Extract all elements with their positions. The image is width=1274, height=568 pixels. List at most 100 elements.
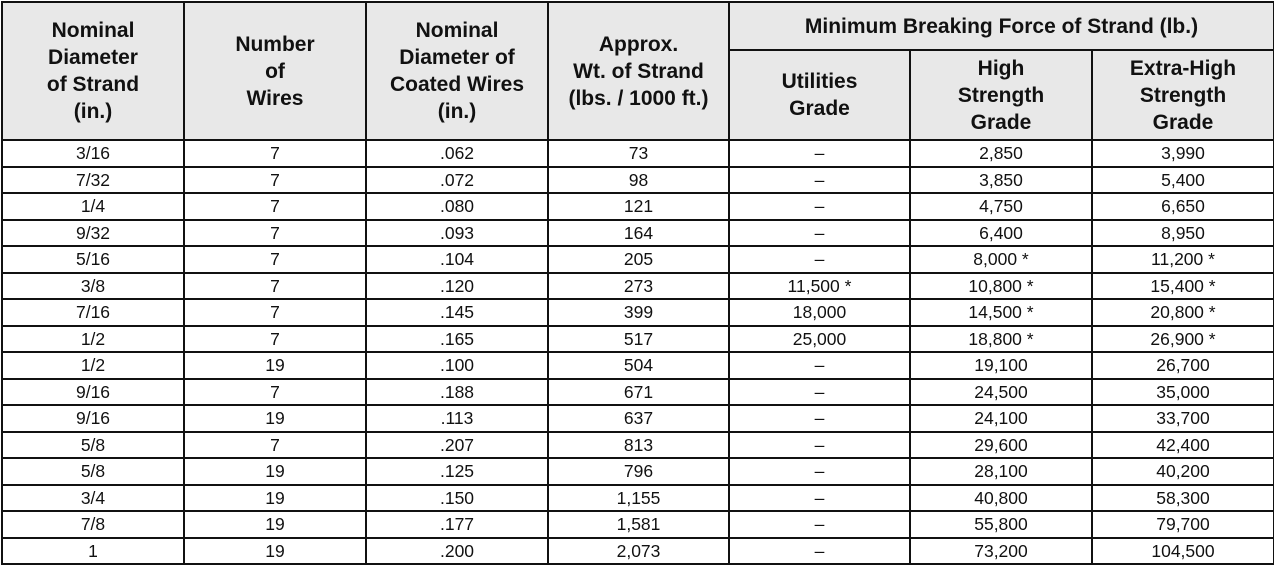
cell: 11,200 * — [1091, 245, 1274, 274]
cell: 14,500 * — [909, 298, 1093, 327]
cell: 1/2 — [1, 351, 185, 380]
data-row: 3/16 7.062 73–2,850 3,990 — [1, 139, 1274, 168]
cell: 5/8 — [1, 457, 185, 486]
cell: 813 — [547, 430, 730, 459]
cell: .145 — [365, 298, 549, 327]
cell: 20,800 * — [1091, 298, 1274, 327]
cell: 58,300 — [1091, 483, 1274, 512]
data-row: 1 19.200 2,073–73,200 104,500 — [1, 536, 1274, 565]
cell: 1/2 — [1, 324, 185, 353]
cell: 2,850 — [909, 139, 1093, 168]
cell: 19 — [183, 483, 367, 512]
cell: 6,650 — [1091, 192, 1274, 221]
cell: 25,000 — [728, 324, 911, 353]
cell: 19 — [183, 457, 367, 486]
cell: 73,200 — [909, 536, 1093, 565]
cell: 7 — [183, 245, 367, 274]
cell: – — [728, 165, 911, 194]
cell: 205 — [547, 245, 730, 274]
cell: 3/16 — [1, 139, 185, 168]
data-row: 9/16 19.113 637–24,100 33,700 — [1, 404, 1274, 433]
cell: 104,500 — [1091, 536, 1274, 565]
cell: – — [728, 457, 911, 486]
data-row: 3/8 7.120 273 11,500 * 10,800 * 15,400 * — [1, 271, 1274, 300]
cell: – — [728, 430, 911, 459]
cell: 7 — [183, 165, 367, 194]
cell: – — [728, 139, 911, 168]
cell: 7 — [183, 218, 367, 247]
cell: – — [728, 510, 911, 539]
cell: 98 — [547, 165, 730, 194]
cell: – — [728, 192, 911, 221]
header-row: Utilities Grade High Strength Grade Extra-… — [2, 49, 1274, 141]
cell: 5/16 — [1, 245, 185, 274]
data-row: 3/4 19.150 1,155–40,800 58,300 — [1, 483, 1274, 512]
cell: .200 — [365, 536, 549, 565]
column-header: High Strength Grade — [909, 49, 1093, 141]
cell: 671 — [547, 377, 730, 406]
cell: 637 — [547, 404, 730, 433]
cell: .165 — [365, 324, 549, 353]
column-header: Extra-High Strength Grade — [1091, 49, 1274, 141]
cell: 42,400 — [1091, 430, 1274, 459]
data-row: 7/32 7.072 98–3,850 5,400 — [1, 165, 1274, 194]
data-row: 7/8 19.177 1,581–55,800 79,700 — [1, 510, 1274, 539]
cell: 18,000 — [728, 298, 911, 327]
cell: 3/4 — [1, 483, 185, 512]
cell: – — [728, 377, 911, 406]
header-row: Nominal Diameter of Strand (in.) Number o… — [1, 1, 1274, 141]
column-header: Approx. Wt. of Strand (lbs. / 1000 ft.) — [547, 1, 730, 141]
cell: 2,073 — [547, 536, 730, 565]
data-row: 5/8 19.125 796–28,100 40,200 — [1, 457, 1274, 486]
cell: .125 — [365, 457, 549, 486]
cell: 7/32 — [1, 165, 185, 194]
cell: 8,950 — [1091, 218, 1274, 247]
cell: 7 — [183, 298, 367, 327]
cell: 19 — [183, 351, 367, 380]
column-header: Nominal Diameter of Coated Wires (in.) — [365, 1, 549, 141]
cell: 7 — [183, 430, 367, 459]
cell: 399 — [547, 298, 730, 327]
cell: 9/16 — [1, 404, 185, 433]
cell: 10,800 * — [909, 271, 1093, 300]
cell: .104 — [365, 245, 549, 274]
cell: .177 — [365, 510, 549, 539]
cell: 796 — [547, 457, 730, 486]
cell: 517 — [547, 324, 730, 353]
cell: 79,700 — [1091, 510, 1274, 539]
column-header: Number of Wires — [183, 1, 367, 141]
cell: – — [728, 245, 911, 274]
cell: 26,900 * — [1091, 324, 1274, 353]
cell: .188 — [365, 377, 549, 406]
cell: 24,100 — [909, 404, 1093, 433]
cell: 40,800 — [909, 483, 1093, 512]
cell: 11,500 * — [728, 271, 911, 300]
cell: 7/8 — [1, 510, 185, 539]
cell: 55,800 — [909, 510, 1093, 539]
cell: .113 — [365, 404, 549, 433]
cell: 18,800 * — [909, 324, 1093, 353]
data-row: 1/2 19.100 504–19,100 26,700 — [1, 351, 1274, 380]
cell: .100 — [365, 351, 549, 380]
group-header: Minimum Breaking Force of Strand (lb.) — [728, 1, 1274, 51]
cell: .062 — [365, 139, 549, 168]
cell: 5/8 — [1, 430, 185, 459]
cell: 3/8 — [1, 271, 185, 300]
column-header: Nominal Diameter of Strand (in.) — [1, 1, 185, 141]
cell: 1/4 — [1, 192, 185, 221]
cell: 164 — [547, 218, 730, 247]
data-row: 1/4 7.080 121–4,750 6,650 — [1, 192, 1274, 221]
cell: 7 — [183, 192, 367, 221]
cell: – — [728, 351, 911, 380]
cell: 7/16 — [1, 298, 185, 327]
cell: 29,600 — [909, 430, 1093, 459]
cell: 4,750 — [909, 192, 1093, 221]
cell: 9/32 — [1, 218, 185, 247]
cell: 19 — [183, 404, 367, 433]
data-row: 9/16 7.188 671–24,500 35,000 — [1, 377, 1274, 406]
cell: 7 — [183, 324, 367, 353]
data-row: 5/8 7.207 813–29,600 42,400 — [1, 430, 1274, 459]
cell: – — [728, 536, 911, 565]
